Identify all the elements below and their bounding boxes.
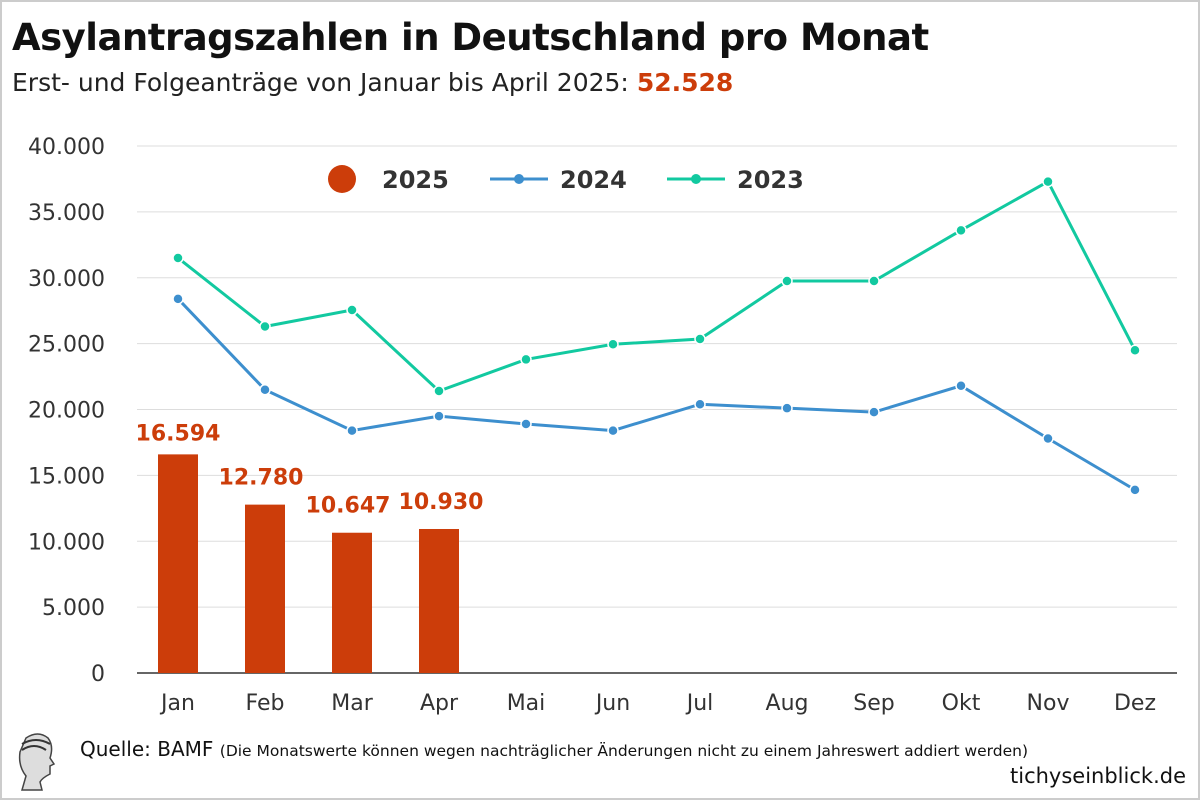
bar-2025: [158, 454, 198, 673]
legend-label-2023: 2023: [737, 166, 804, 194]
point-2023: [781, 275, 793, 287]
point-2023: [868, 275, 880, 287]
point-2024: [781, 402, 793, 414]
point-2023: [607, 338, 619, 351]
y-tick-label: 5.000: [42, 596, 105, 621]
y-tick-label: 20.000: [28, 399, 105, 424]
point-2023: [259, 320, 271, 333]
point-2024: [1042, 432, 1054, 445]
bar-2025: [245, 504, 285, 673]
x-tick-label: Mai: [507, 691, 546, 716]
point-2024: [1129, 484, 1141, 496]
line-2024: [176, 297, 1136, 492]
x-tick-label: Okt: [942, 691, 981, 716]
x-tick-label: Mar: [331, 691, 373, 716]
y-tick-label: 25.000: [28, 333, 105, 358]
x-tick-label: Sep: [853, 691, 894, 716]
point-2023: [433, 385, 445, 397]
legend-label-2025: 2025: [382, 166, 449, 194]
source: Quelle: BAMF: [80, 737, 214, 761]
bar-data-label: 16.594: [136, 421, 221, 446]
x-tick-label: Apr: [420, 691, 459, 716]
point-2023: [1129, 344, 1141, 356]
x-tick-label: Feb: [246, 691, 285, 716]
line-2023: [177, 179, 1137, 393]
y-tick-label: 15.000: [28, 464, 105, 489]
y-tick-label: 35.000: [28, 201, 105, 226]
chart-subtitle: Erst- und Folgeanträge von Januar bis Ap…: [12, 68, 733, 97]
point-2024: [346, 424, 358, 437]
point-2024: [868, 406, 880, 418]
x-tick-label: Nov: [1027, 691, 1070, 716]
x-tick-label: Dez: [1114, 691, 1156, 716]
point-2024: [172, 293, 184, 305]
point-2023: [520, 353, 532, 366]
point-2024: [955, 380, 967, 392]
legend-marker-2024: [514, 174, 524, 184]
y-tick-label: 10.000: [28, 530, 105, 555]
site-name: tichyseinblick.de: [1010, 764, 1186, 788]
x-tick-label: Aug: [766, 691, 809, 716]
point-2024: [607, 424, 619, 437]
subtitle-total: 52.528: [636, 68, 734, 97]
point-2023: [172, 252, 184, 264]
chart-title: Asylantragszahlen in Deutschland pro Mon…: [12, 16, 929, 59]
x-tick-label: Jul: [685, 691, 714, 716]
y-tick-label: 40.000: [28, 135, 105, 160]
bar-2025: [419, 528, 459, 673]
legend-marker-2025: [328, 165, 356, 193]
point-2023: [955, 224, 967, 237]
bar-data-label: 12.780: [219, 466, 304, 491]
point-2023: [1042, 175, 1054, 188]
legend-marker-2023: [691, 174, 701, 184]
point-2024: [259, 383, 271, 396]
source-note: (Die Monatswerte können wegen nachträgli…: [219, 742, 1029, 760]
bar-data-label: 10.647: [306, 494, 391, 519]
x-tick-label: Jan: [159, 691, 195, 716]
point-2024: [694, 398, 706, 410]
bar-2025: [332, 532, 372, 673]
source-line: Quelle: BAMF (Die Monatswerte können weg…: [80, 737, 1028, 761]
point-2023: [346, 304, 358, 316]
subtitle-text: Erst- und Folgeanträge von Januar bis Ap…: [12, 68, 629, 97]
y-tick-label: 0: [91, 662, 105, 687]
logo-head-icon: [18, 733, 56, 791]
bar-data-label: 10.930: [399, 490, 484, 515]
y-tick-label: 30.000: [28, 267, 105, 292]
point-2024: [433, 410, 445, 422]
point-2023: [694, 333, 706, 345]
legend-label-2024: 2024: [560, 166, 627, 194]
x-tick-label: Jun: [594, 691, 630, 716]
point-2024: [520, 418, 532, 430]
